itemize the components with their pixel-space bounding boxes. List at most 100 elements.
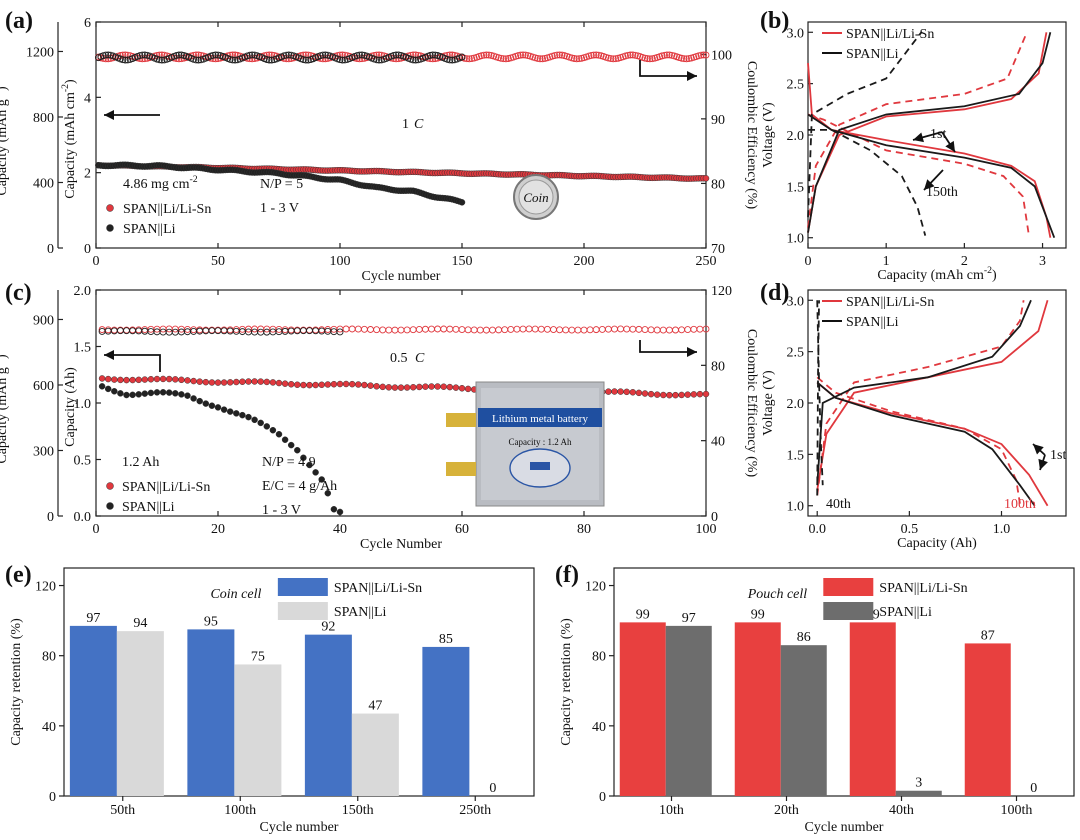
panel-c-cap-black-point — [226, 408, 234, 415]
panel-a-ce-red-point — [626, 51, 634, 59]
panel-c-legend-red-marker — [106, 482, 114, 490]
panel-c-cap-red-point — [336, 380, 344, 388]
panel-c-cap-red-point — [111, 376, 118, 383]
panel-c-cap-red-point — [464, 385, 472, 393]
panel-a-ce-red-point — [478, 52, 485, 60]
panel-c-cap-red-point — [611, 388, 618, 395]
panel-a-ce-red-point — [587, 51, 595, 59]
panel-a-ylabel-inner-text: Capacity (mAh cm — [63, 92, 78, 199]
panel-a-ce-black-point — [141, 51, 149, 59]
panel-label-b: (b) — [760, 8, 789, 34]
panel-f-category-label: 40th — [889, 803, 914, 818]
panel-a-ce-black-point — [214, 51, 222, 59]
panel-d-series-4 — [816, 381, 1036, 507]
panel-a-voltage: 1 - 3 V — [260, 201, 299, 216]
panel-b-1st-label: 1st — [930, 127, 946, 142]
panel-a-ytick-label: 4 — [84, 91, 91, 106]
panel-c-cap-black-point — [178, 391, 185, 398]
panel-a-ce-black-point — [102, 51, 110, 59]
panel-b-series-2 — [807, 113, 1030, 233]
panel-a-ce-black-point — [341, 56, 349, 64]
panel-c-ce-red-point — [537, 325, 545, 333]
panel-c-ce-red-point — [690, 325, 698, 333]
panel-c-cap-red-point — [623, 388, 630, 396]
panel-a-ce-red-point — [551, 52, 559, 59]
panel-a-ylabel-inner-end: ) — [63, 79, 78, 84]
panel-e-bar-label: 95 — [204, 614, 218, 629]
panel-c-ce-red-point — [354, 325, 362, 333]
panel-a-y2tick-label: 80 — [711, 177, 725, 192]
panel-b-series-7 — [807, 31, 923, 218]
panel-c-ce-red-point — [476, 326, 484, 334]
panel-c-ytick-label: 0.0 — [74, 510, 92, 525]
panel-c-cap-red-point — [653, 391, 661, 398]
panel-label-f: (f) — [555, 562, 579, 588]
panel-a-xtick-label: 0 — [93, 254, 100, 269]
panel-a-outer-tick-label: 800 — [33, 111, 54, 126]
panel-a-ce-black-point — [177, 51, 185, 59]
coin-icon-label: Coin — [523, 190, 548, 205]
panel-c-cap-red-point — [403, 384, 411, 391]
panel-c-cap-red-point — [434, 383, 441, 390]
panel-c-cap-black-point — [330, 506, 338, 513]
battery-photo-title: Lithium metal battery — [492, 413, 588, 425]
panel-c-ce-red-point — [531, 325, 539, 333]
panel-c-cap-black-point — [172, 390, 179, 397]
panel-b-1st-arrow-up-head — [913, 132, 924, 143]
panel-a-ce-black-point — [173, 52, 180, 59]
panel-a-ce-red-point — [683, 55, 690, 63]
panel-d-1st-label: 1st — [1050, 448, 1066, 463]
panel-c-ce-red-point — [672, 326, 679, 334]
panel-b-ytick-label: 2.5 — [787, 78, 805, 93]
panel-a-ytick-label: 0 — [84, 242, 91, 257]
panel-c-ce-red-point — [617, 325, 625, 333]
panel-e-bar-0-0 — [69, 625, 117, 796]
panel-a-ce-red-point — [629, 51, 637, 59]
panel-c-cap-black-point — [111, 388, 118, 395]
panel-a-np: N/P = 5 — [260, 177, 303, 192]
panel-a-legend-red: SPAN||Li/Li-Sn — [123, 202, 211, 217]
panel-c-ce-red-point — [501, 326, 509, 334]
panel-c-ce-red-point — [452, 325, 460, 333]
panel-a-ce-red-point — [553, 51, 561, 59]
panel-a-outer-tick-label: 400 — [33, 176, 54, 191]
panel-f-bar-0-0 — [619, 622, 666, 796]
panel-c-cap-black-point — [117, 390, 124, 397]
panel-c-y2tick-label: 120 — [711, 284, 732, 299]
panel-c-y2label: Coulombic Efficiency (%) — [744, 329, 759, 478]
panel-f-ytick-label: 80 — [592, 650, 606, 665]
panel-a-ylabel-outer-text: Capacity (mAh g — [0, 99, 10, 195]
panel-a-ce-black-point — [431, 51, 439, 59]
panel-c-cap-red-point — [214, 379, 222, 386]
panel-a-legend-red-marker — [106, 204, 114, 212]
panel-a-y2label: Coulombic Efficiency (%) — [744, 61, 759, 210]
panel-a-ce-black-point — [104, 51, 112, 59]
panel-a-ce-red-point — [678, 54, 686, 62]
panel-c-cap-red-point — [269, 379, 277, 386]
panel-d-xlabel: Capacity (Ah) — [897, 536, 977, 551]
panel-e-bar-0-1 — [187, 629, 235, 796]
coin-icon-face — [518, 179, 554, 215]
panel-a-ce-black-point — [121, 56, 129, 64]
panel-a-loading-sup: -2 — [190, 174, 198, 185]
panel-a-ce-black-point — [192, 56, 200, 64]
panel-c-ce-red-point — [702, 325, 710, 333]
panel-c-ce-black-point — [336, 328, 344, 336]
panel-d-legend-red: SPAN||Li/Li-Sn — [846, 295, 934, 310]
panel-a-ce-black-point — [246, 51, 254, 59]
panel-a-ce-red-point — [485, 51, 493, 59]
panel-a-ylabel-outer-sup: -1 — [0, 91, 3, 99]
panel-f-legend-swatch-1 — [823, 602, 874, 620]
panel-d-legend-black: SPAN||Li — [846, 315, 899, 330]
panel-c-ce-red-point — [489, 326, 496, 334]
battery-photo-capacity: Capacity : 1.2 Ah — [509, 437, 572, 447]
panel-c-ce-red-point — [592, 326, 600, 334]
panel-f-bar-1-2 — [895, 790, 942, 796]
panel-a-ce-red-point — [534, 54, 542, 62]
panel-c-cap-black-point — [336, 508, 344, 516]
panel-f-xlabel: Cycle number — [805, 820, 884, 835]
panel-c-ce-red-point — [647, 326, 655, 334]
panel-a-ce-black-point — [282, 51, 290, 59]
panel-a-legend-black-marker — [106, 224, 114, 232]
panel-f-ytick-label: 40 — [592, 720, 606, 735]
